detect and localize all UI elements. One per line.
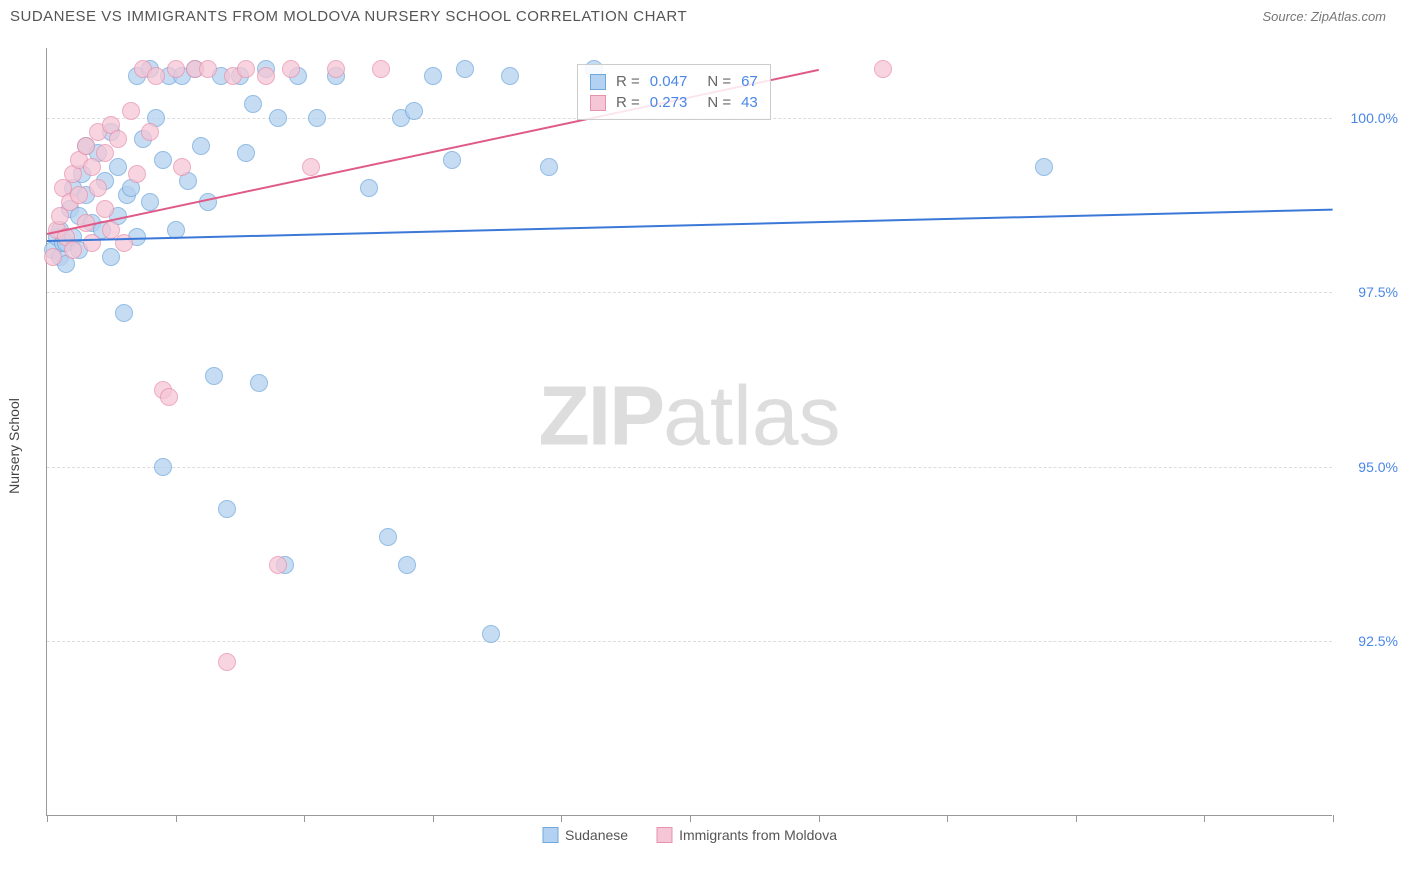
watermark-atlas: atlas xyxy=(663,369,840,463)
stat-n-label: N = xyxy=(707,94,731,111)
gridline xyxy=(47,641,1332,642)
data-point xyxy=(154,458,172,476)
x-tick xyxy=(1204,815,1205,822)
gridline xyxy=(47,467,1332,468)
data-point xyxy=(109,130,127,148)
data-point xyxy=(218,653,236,671)
data-point xyxy=(360,179,378,197)
y-tick-label: 92.5% xyxy=(1338,633,1398,649)
legend-item: Immigrants from Moldova xyxy=(656,827,837,843)
x-tick xyxy=(819,815,820,822)
data-point xyxy=(64,241,82,259)
data-point xyxy=(205,367,223,385)
data-point xyxy=(257,67,275,85)
legend-label: Sudanese xyxy=(565,827,628,843)
legend-swatch xyxy=(656,827,672,843)
legend-swatch xyxy=(590,95,606,111)
data-point xyxy=(128,165,146,183)
stat-r-value: 0.273 xyxy=(650,94,688,111)
data-point xyxy=(96,144,114,162)
data-point xyxy=(141,123,159,141)
data-point xyxy=(282,60,300,78)
data-point xyxy=(302,158,320,176)
stats-row: R = 0.047 N = 67 xyxy=(590,71,758,92)
x-tick xyxy=(47,815,48,822)
data-point xyxy=(44,248,62,266)
legend-swatch xyxy=(542,827,558,843)
data-point xyxy=(327,60,345,78)
data-point xyxy=(147,67,165,85)
x-tick xyxy=(947,815,948,822)
x-tick xyxy=(176,815,177,822)
data-point xyxy=(237,144,255,162)
gridline xyxy=(47,292,1332,293)
data-point xyxy=(379,528,397,546)
data-point xyxy=(102,248,120,266)
data-point xyxy=(173,158,191,176)
data-point xyxy=(540,158,558,176)
data-point xyxy=(192,137,210,155)
data-point xyxy=(501,67,519,85)
x-tick xyxy=(433,815,434,822)
stat-r-value: 0.047 xyxy=(650,73,688,90)
data-point xyxy=(89,179,107,197)
data-point xyxy=(160,388,178,406)
chart-plot-area: ZIPatlas 92.5%95.0%97.5%100.0%R =0.047N … xyxy=(46,48,1332,816)
data-point xyxy=(70,186,88,204)
y-axis-label: Nursery School xyxy=(6,398,22,494)
bottom-legend: Sudanese Immigrants from Moldova xyxy=(542,827,837,843)
data-point xyxy=(874,60,892,78)
data-point xyxy=(199,60,217,78)
data-point xyxy=(398,556,416,574)
x-tick xyxy=(1333,815,1334,822)
data-point xyxy=(456,60,474,78)
x-tick xyxy=(1076,815,1077,822)
data-point xyxy=(77,137,95,155)
data-point xyxy=(244,95,262,113)
data-point xyxy=(141,193,159,211)
stat-n-value: 43 xyxy=(741,94,758,111)
stat-n-value: 67 xyxy=(741,73,758,90)
data-point xyxy=(115,304,133,322)
legend-label: Immigrants from Moldova xyxy=(679,827,837,843)
data-point xyxy=(83,234,101,252)
chart-title: SUDANESE VS IMMIGRANTS FROM MOLDOVA NURS… xyxy=(10,8,687,25)
data-point xyxy=(218,500,236,518)
x-tick xyxy=(690,815,691,822)
data-point xyxy=(167,60,185,78)
data-point xyxy=(237,60,255,78)
stat-r-label: R = xyxy=(616,73,640,90)
data-point xyxy=(269,109,287,127)
data-point xyxy=(109,158,127,176)
y-tick-label: 100.0% xyxy=(1338,110,1398,126)
data-point xyxy=(482,625,500,643)
data-point xyxy=(96,200,114,218)
y-tick-label: 97.5% xyxy=(1338,284,1398,300)
data-point xyxy=(308,109,326,127)
watermark: ZIPatlas xyxy=(538,368,840,465)
data-point xyxy=(122,102,140,120)
stats-row: R = 0.273 N = 43 xyxy=(590,92,758,113)
data-point xyxy=(405,102,423,120)
trend-line xyxy=(47,209,1333,242)
watermark-zip: ZIP xyxy=(538,369,663,463)
data-point xyxy=(154,151,172,169)
data-point xyxy=(424,67,442,85)
data-point xyxy=(443,151,461,169)
stat-n-label: N = xyxy=(707,73,731,90)
x-tick xyxy=(304,815,305,822)
y-tick-label: 95.0% xyxy=(1338,459,1398,475)
stats-legend-box: R = 0.047 N = 67 R = 0.273 N = 43 xyxy=(577,64,771,120)
data-point xyxy=(1035,158,1053,176)
legend-swatch xyxy=(590,74,606,90)
header: SUDANESE VS IMMIGRANTS FROM MOLDOVA NURS… xyxy=(0,0,1406,33)
source-attribution: Source: ZipAtlas.com xyxy=(1262,9,1386,24)
data-point xyxy=(83,158,101,176)
data-point xyxy=(250,374,268,392)
stat-r-label: R = xyxy=(616,94,640,111)
legend-item: Sudanese xyxy=(542,827,628,843)
x-tick xyxy=(561,815,562,822)
data-point xyxy=(269,556,287,574)
data-point xyxy=(372,60,390,78)
